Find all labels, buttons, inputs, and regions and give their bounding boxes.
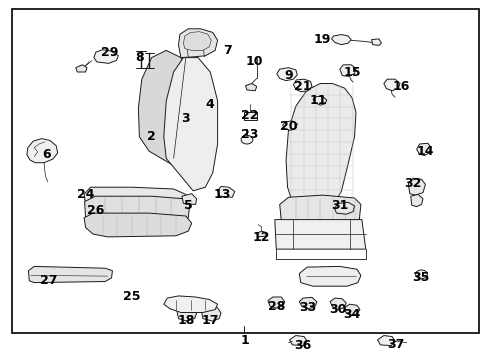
Circle shape [415,270,427,279]
Text: 22: 22 [240,109,258,122]
Polygon shape [182,194,196,204]
Polygon shape [138,50,189,166]
Text: 35: 35 [411,271,428,284]
Text: 36: 36 [294,339,311,352]
Polygon shape [339,65,355,76]
Polygon shape [285,84,355,211]
Polygon shape [84,213,191,237]
Text: 4: 4 [205,98,214,111]
Polygon shape [201,307,221,321]
Text: 10: 10 [245,55,263,68]
Text: 29: 29 [101,46,119,59]
Text: 25: 25 [123,291,141,303]
Text: 16: 16 [391,80,409,93]
Circle shape [241,135,252,144]
Polygon shape [183,32,211,50]
Polygon shape [299,297,316,309]
Text: 37: 37 [386,338,404,351]
Text: 9: 9 [284,69,292,82]
Polygon shape [178,29,217,58]
Polygon shape [163,58,217,191]
Text: 3: 3 [181,112,190,125]
Text: 13: 13 [213,188,231,201]
Text: 8: 8 [135,51,143,64]
Polygon shape [84,187,186,209]
Text: 30: 30 [328,303,346,316]
Polygon shape [84,196,189,224]
Polygon shape [331,35,350,45]
Text: 18: 18 [177,314,194,327]
Polygon shape [163,296,217,312]
Polygon shape [274,220,365,249]
Polygon shape [410,194,422,207]
Text: 21: 21 [294,80,311,93]
Polygon shape [217,186,234,197]
Text: 17: 17 [201,314,219,327]
Polygon shape [245,84,256,91]
Text: 20: 20 [279,120,297,132]
Text: 34: 34 [343,309,360,321]
Text: 12: 12 [252,231,270,244]
Polygon shape [289,336,306,346]
Text: 1: 1 [240,334,248,347]
Polygon shape [383,79,399,91]
Polygon shape [27,139,58,163]
Text: 15: 15 [343,66,360,78]
Text: 31: 31 [330,199,348,212]
Polygon shape [276,68,297,81]
Polygon shape [244,112,256,120]
Polygon shape [28,266,112,283]
Polygon shape [416,143,430,156]
Text: 19: 19 [313,33,331,46]
Polygon shape [377,336,394,346]
Polygon shape [299,266,360,286]
Text: 32: 32 [404,177,421,190]
Text: 23: 23 [240,129,258,141]
Text: 6: 6 [42,148,51,161]
Polygon shape [293,79,311,92]
Text: 26: 26 [86,204,104,217]
Text: 28: 28 [267,300,285,312]
Text: 27: 27 [40,274,58,287]
Polygon shape [344,304,359,315]
Text: 33: 33 [299,301,316,314]
Polygon shape [76,65,87,72]
Polygon shape [371,39,381,45]
Polygon shape [282,121,297,130]
Text: 14: 14 [416,145,433,158]
Polygon shape [94,50,118,63]
Polygon shape [312,96,326,105]
Polygon shape [334,202,354,214]
Polygon shape [177,307,196,321]
Polygon shape [329,298,346,310]
Polygon shape [407,178,425,195]
Text: 11: 11 [308,94,326,107]
Polygon shape [267,297,284,308]
Polygon shape [279,195,360,227]
Text: 24: 24 [77,188,94,201]
Text: 5: 5 [183,199,192,212]
Text: 2: 2 [147,130,156,143]
Polygon shape [256,231,266,237]
Text: 7: 7 [223,44,231,57]
